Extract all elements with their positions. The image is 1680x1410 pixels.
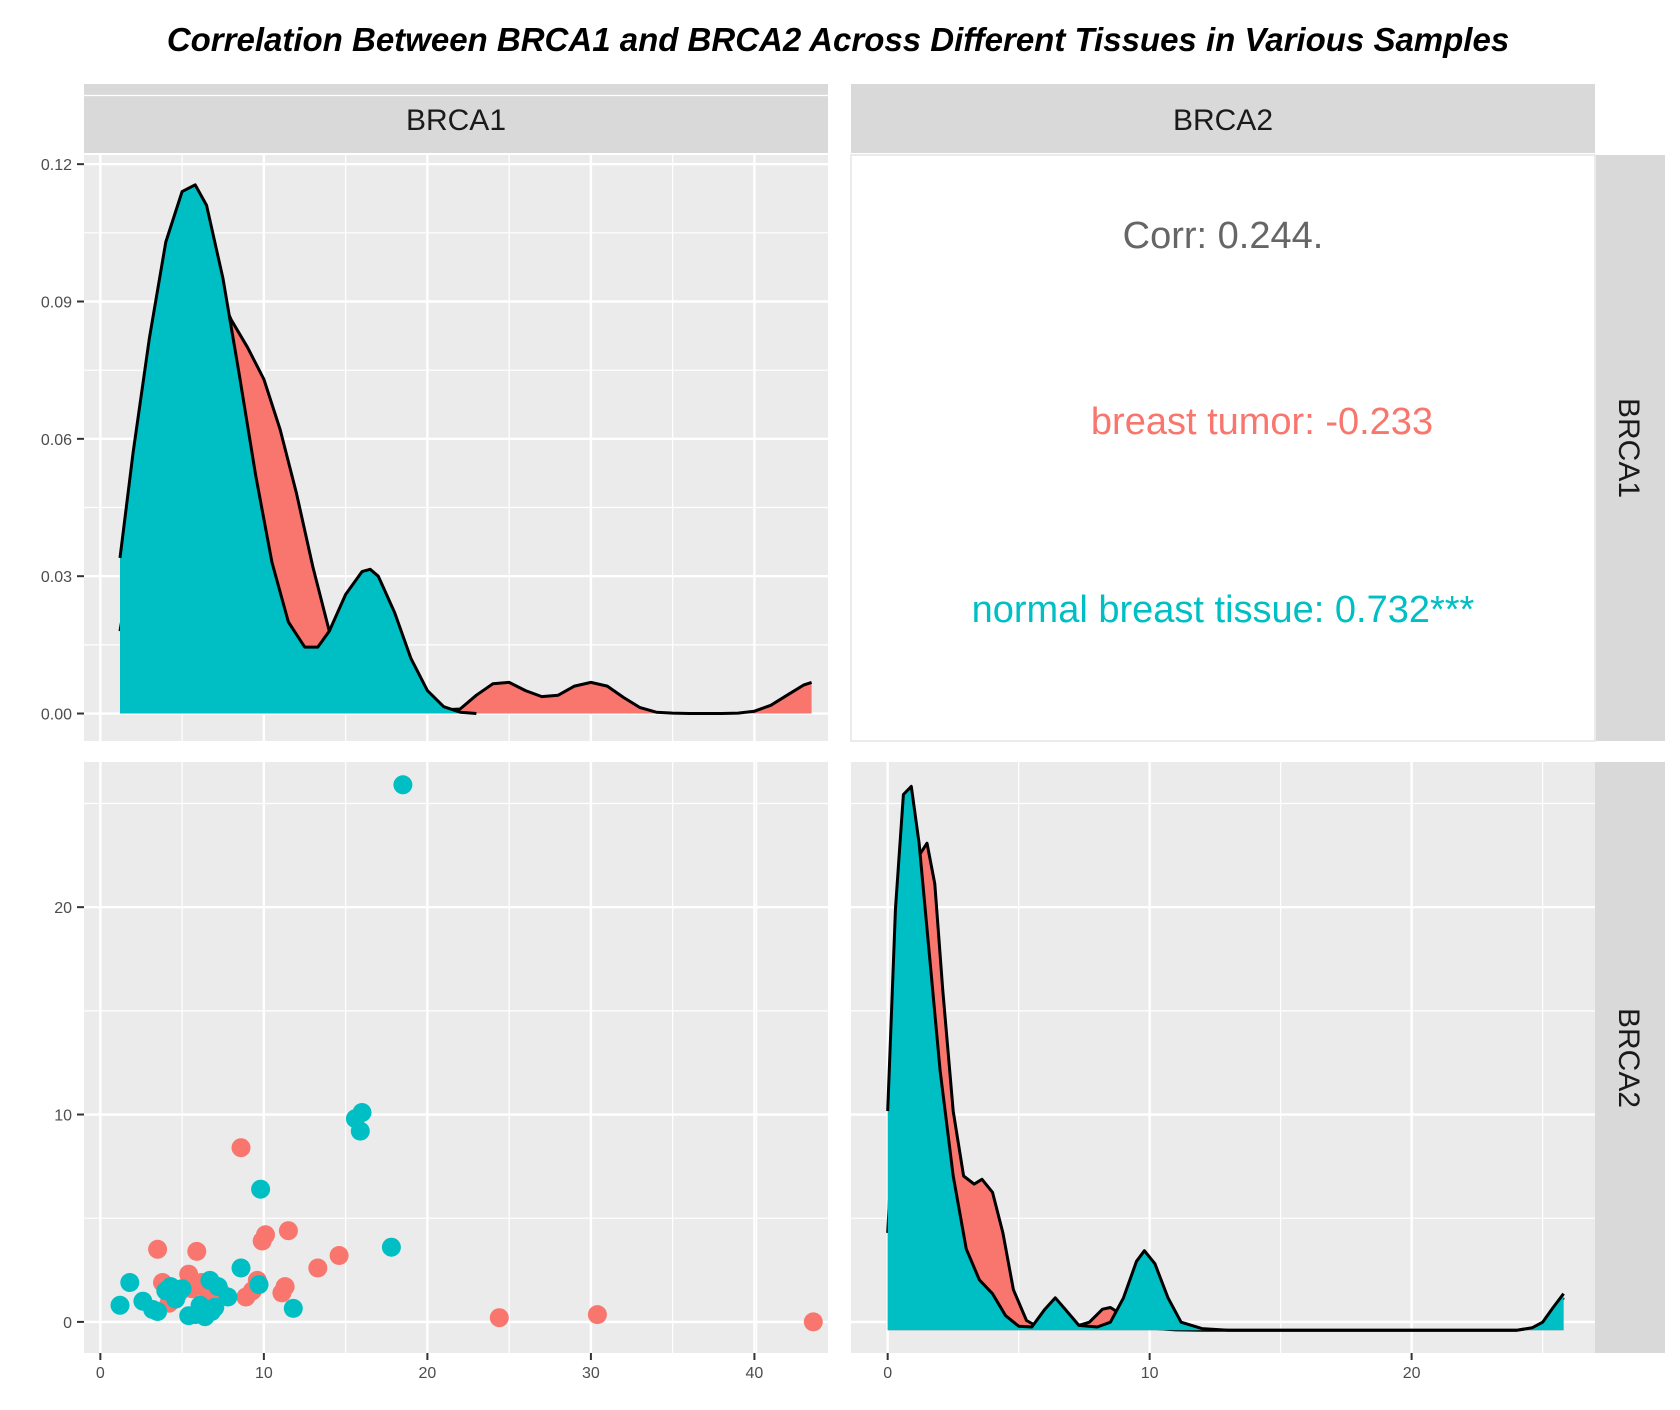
- panel-correlation: Corr: 0.244. breast tumor: -0.233 normal…: [850, 154, 1596, 742]
- strip-right-brca1-label: BRCA1: [1612, 398, 1645, 498]
- scatter-point-normal: [352, 1103, 372, 1122]
- panel-density-brca2: 0 10 20: [756, 762, 1595, 1382]
- scatter-point-normal: [110, 1295, 130, 1315]
- scatter-point-tumor: [489, 1308, 509, 1328]
- x-tick-label: 10: [255, 1365, 273, 1382]
- scatter-point-tumor: [803, 1312, 823, 1332]
- strip-right-brca2-label: BRCA2: [1612, 1008, 1645, 1108]
- strip-right-brca2: [1595, 762, 1665, 1353]
- x-tick-label: 30: [582, 1365, 600, 1382]
- density-brca1-normal-area: [120, 184, 477, 714]
- density-brca1-tumor-outline: [118, 263, 813, 715]
- y-tick-label: 20: [54, 900, 72, 917]
- x-tick-label: 20: [1403, 1365, 1421, 1382]
- scatter-point-tumor: [278, 1221, 298, 1241]
- scatter-point-tumor: [256, 1225, 275, 1245]
- scatter-point-tumor: [329, 1246, 349, 1265]
- scatter-point-normal: [148, 1302, 168, 1321]
- scatter-point-normal: [393, 775, 413, 795]
- y-tick-label: 0.03: [41, 569, 72, 586]
- corr-group-label-normal: normal breast tissue: 0.732***: [972, 589, 1475, 631]
- scatter-point-normal: [120, 1273, 140, 1292]
- y-tick-label: 0.12: [41, 157, 72, 174]
- panel-background: [84, 762, 828, 1353]
- density-brca2-normal-area: [887, 786, 1564, 1331]
- y-tick-label: 0.06: [41, 432, 72, 449]
- strip-right-brca1: [1595, 155, 1665, 741]
- density-brca2-normal-outline: [886, 784, 1565, 1332]
- x-tick-label: 10: [1141, 1365, 1159, 1382]
- scatter-point-normal: [172, 1279, 192, 1299]
- corr-overall-label: Corr: 0.244.: [1123, 215, 1324, 257]
- scatter-point-normal: [251, 1179, 271, 1199]
- y-tick-label: 0.00: [41, 707, 72, 724]
- scatter-point-tumor: [187, 1241, 207, 1261]
- strip-top-brca2-label: BRCA2: [1173, 104, 1273, 137]
- y-tick-label: 10: [54, 1108, 72, 1125]
- panel-density-brca1: 0.00 0.03 0.06 0.09 0.12: [17, 94, 837, 783]
- scatter-point-normal: [249, 1275, 269, 1295]
- scatter-point-tumor: [275, 1277, 295, 1297]
- x-tick-label: 0: [883, 1365, 892, 1382]
- scatter-point-tumor: [148, 1239, 168, 1259]
- scatter-point-normal: [381, 1237, 401, 1257]
- density-brca1-tumor-area: [120, 264, 812, 714]
- x-tick-label: 20: [418, 1365, 436, 1382]
- density-brca1-normal-outline: [118, 183, 477, 715]
- y-tick-label: 0: [63, 1315, 72, 1332]
- scatter-point-normal: [283, 1298, 303, 1318]
- strip-top-brca2: [851, 84, 1595, 153]
- scatter-point-tumor: [308, 1258, 328, 1278]
- x-tick-label: 40: [746, 1365, 764, 1382]
- correlation-panel-background: [850, 154, 1596, 742]
- scatter-point-normal: [231, 1258, 251, 1278]
- y-tick-label: 0.09: [41, 295, 72, 312]
- scatter-point-normal: [350, 1121, 370, 1141]
- scatter-point-tumor: [231, 1138, 251, 1158]
- chart-title: Correlation Between BRCA1 and BRCA2 Acro…: [167, 21, 1509, 58]
- x-tick-label: 0: [96, 1365, 105, 1382]
- scatter-point-tumor: [587, 1305, 607, 1325]
- corr-group-label-tumor: breast tumor: -0.233: [1091, 401, 1433, 443]
- scatter-point-normal: [218, 1287, 238, 1307]
- scatter-point-normal: [205, 1297, 225, 1317]
- strip-top-brca1-label: BRCA1: [406, 104, 506, 137]
- panel-scatter-brca2-vs-brca1: 0 10 20 0 10 20 30 40: [17, 762, 837, 1382]
